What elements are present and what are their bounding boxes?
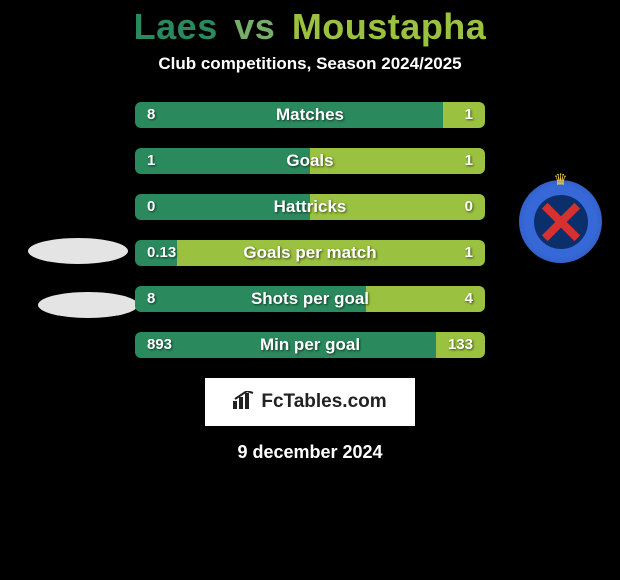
stat-row: Matches8 1 [135, 102, 485, 128]
stat-value-right: 1 [465, 102, 473, 128]
crown-icon: ♛ [553, 170, 567, 190]
stat-value-left: 8 [147, 102, 155, 128]
club-logo-inner [534, 195, 588, 249]
stat-value-right: 1 [465, 148, 473, 174]
stat-value-right: 4 [465, 286, 473, 312]
stat-row: Goals1 1 [135, 148, 485, 174]
vs-title: Laes vs Moustapha [0, 0, 620, 48]
player-left-badge [18, 115, 103, 200]
stat-value-left: 0.13 [147, 240, 176, 266]
player-right-badge: ♛ [517, 180, 602, 265]
stat-value-right: 133 [448, 332, 473, 358]
club-cross-icon [538, 199, 584, 245]
stat-value-left: 893 [147, 332, 172, 358]
subtitle: Club competitions, Season 2024/2025 [0, 54, 620, 74]
player-left-name: Laes [134, 6, 218, 47]
stat-label: Matches [135, 102, 485, 128]
stat-row: Goals per match0.13 1 [135, 240, 485, 266]
site-badge: FcTables.com [205, 378, 415, 426]
vs-word: vs [234, 6, 275, 47]
comparison-bars: Matches81Goals11Hattricks00Goals per mat… [135, 102, 485, 358]
stat-value-left: 8 [147, 286, 155, 312]
site-name: FcTables.com [261, 391, 386, 413]
date-line: 9 december 2024 [0, 442, 620, 463]
stat-value-right: 0 [465, 194, 473, 220]
stat-label: Goals per match [135, 240, 485, 266]
stat-label: Hattricks [135, 194, 485, 220]
stat-label: Shots per goal [135, 286, 485, 312]
stat-label: Min per goal [135, 332, 485, 358]
player-right-name: Moustapha [292, 6, 487, 47]
placeholder-ellipse [28, 238, 128, 264]
stat-value-right: 1 [465, 240, 473, 266]
stat-row: Hattricks0 0 [135, 194, 485, 220]
stat-value-left: 1 [147, 148, 155, 174]
placeholder-ellipse [38, 292, 138, 318]
stat-row: Shots per goal8 4 [135, 286, 485, 312]
stat-row: Min per goal893 133 [135, 332, 485, 358]
chart-icon [233, 391, 255, 414]
stat-label: Goals [135, 148, 485, 174]
stat-value-left: 0 [147, 194, 155, 220]
club-logo: ♛ [519, 180, 602, 263]
